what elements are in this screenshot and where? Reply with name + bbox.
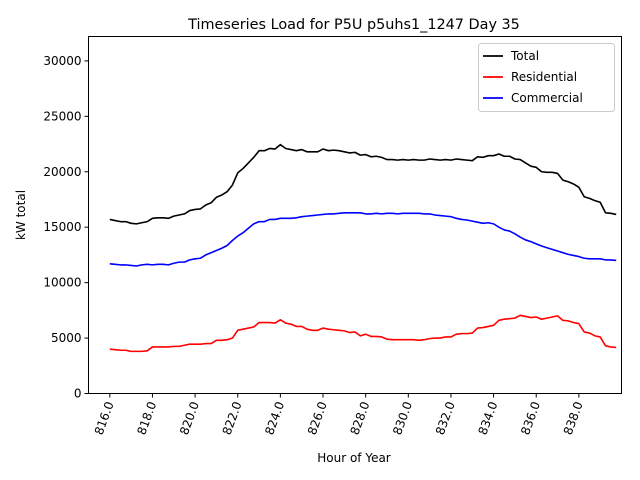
x-tick-label: 826.0 xyxy=(305,400,330,437)
series-layer xyxy=(109,143,617,353)
y-tick-label: 30000 xyxy=(43,54,81,68)
x-tick-label: 824.0 xyxy=(262,400,287,437)
x-tick-label: 820.0 xyxy=(177,400,202,437)
series-line-total xyxy=(109,143,617,225)
y-tick-label: 20000 xyxy=(43,165,81,179)
plot-area xyxy=(88,36,622,394)
y-tick-label: 0 xyxy=(74,387,82,401)
x-tick-label: 836.0 xyxy=(518,400,543,437)
y-tick-label: 15000 xyxy=(43,220,81,234)
plot-frame xyxy=(88,36,622,394)
legend-label-total: Total xyxy=(510,49,539,63)
series-line-commercial xyxy=(109,211,617,267)
x-tick-label: 834.0 xyxy=(475,400,500,437)
legend-box xyxy=(478,43,615,112)
y-tick-label: 25000 xyxy=(43,109,81,123)
x-tick-label: 832.0 xyxy=(433,400,458,437)
x-tick-label: 830.0 xyxy=(390,400,415,437)
y-axis-label: kW total xyxy=(14,190,28,240)
x-tick-label: 838.0 xyxy=(561,400,586,437)
x-axis-label: Hour of Year xyxy=(317,451,391,465)
x-tick-label: 816.0 xyxy=(92,400,117,437)
y-axis-ticks: 0 5000 10000 15000 20000 25000 30000 xyxy=(43,54,89,401)
chart-title: Timeseries Load for P5U p5uhs1_1247 Day … xyxy=(187,17,520,33)
x-axis-ticks: 816.0 818.0 820.0 822.0 824.0 826.0 828.0 830.0… xyxy=(92,393,586,437)
legend: Total Residential Commercial xyxy=(478,43,615,112)
y-tick-label: 5000 xyxy=(51,331,82,345)
x-tick-label: 828.0 xyxy=(348,400,373,437)
legend-label-residential: Residential xyxy=(511,70,577,84)
y-tick-label: 10000 xyxy=(43,276,81,290)
series-line-residential xyxy=(109,314,617,353)
x-tick-label: 822.0 xyxy=(220,400,245,437)
x-tick-label: 818.0 xyxy=(134,400,159,437)
legend-label-commercial: Commercial xyxy=(511,91,583,105)
